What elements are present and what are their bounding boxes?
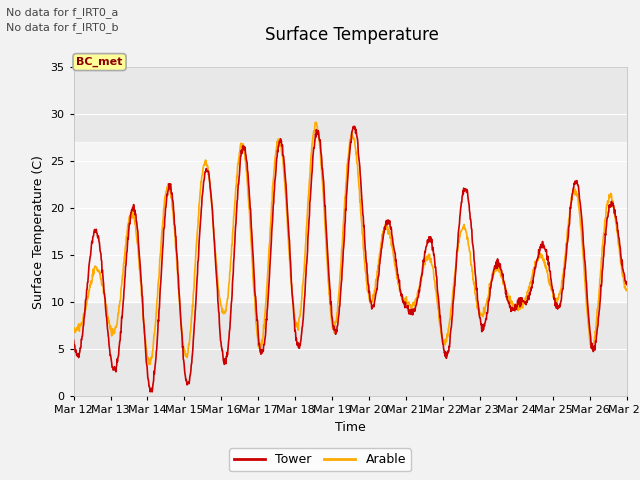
- Arable: [193, 231, 201, 237]
- Text: Surface Temperature: Surface Temperature: [265, 26, 439, 45]
- Tower: [437, 322, 445, 328]
- Tower: [255, 342, 263, 348]
- Bar: [74, 143, 627, 302]
- Legend: Tower, Arable: Tower, Arable: [229, 448, 411, 471]
- Tower: [180, 357, 188, 363]
- Tower: [70, 337, 77, 343]
- Y-axis label: Surface Temperature (C): Surface Temperature (C): [32, 155, 45, 309]
- Arable: [623, 288, 631, 293]
- Tower: [193, 276, 201, 281]
- Arable: [147, 361, 154, 367]
- Arable: [558, 280, 566, 286]
- Text: No data for f_IRT0_b: No data for f_IRT0_b: [6, 22, 119, 33]
- X-axis label: Time: Time: [335, 420, 366, 433]
- Arable: [437, 330, 445, 336]
- Tower: [351, 123, 358, 129]
- Tower: [509, 307, 517, 312]
- Arable: [180, 346, 188, 352]
- Arable: [312, 120, 320, 125]
- Text: No data for f_IRT0_a: No data for f_IRT0_a: [6, 7, 119, 18]
- Arable: [509, 301, 517, 307]
- Arable: [255, 345, 263, 351]
- Text: BC_met: BC_met: [76, 57, 123, 67]
- Line: Arable: Arable: [74, 122, 627, 364]
- Arable: [70, 325, 77, 331]
- Line: Tower: Tower: [74, 126, 627, 392]
- Tower: [623, 282, 631, 288]
- Tower: [558, 288, 566, 293]
- Tower: [148, 389, 156, 395]
